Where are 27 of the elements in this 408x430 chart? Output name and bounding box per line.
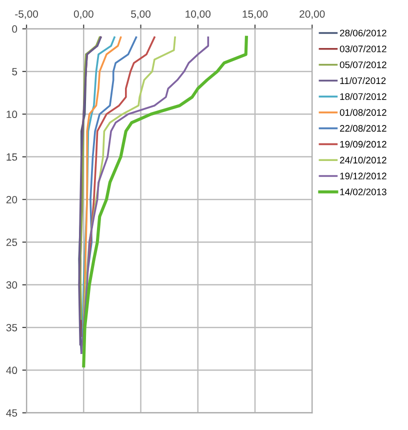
x-tick-label: 10,00 (186, 10, 211, 19)
y-tick-label: 45 (6, 409, 18, 417)
legend-label: 28/06/2012 (340, 29, 386, 36)
legend-label: 18/07/2012 (340, 93, 386, 100)
y-tick-label: 40 (6, 366, 18, 374)
legend-label: 19/12/2012 (340, 172, 386, 180)
legend-label: 22/08/2012 (340, 124, 386, 132)
y-tick-label: 30 (6, 281, 18, 289)
legend-label: 01/08/2012 (340, 108, 386, 116)
y-tick-label: 0 (12, 25, 18, 33)
x-tick-label: 5,00 (131, 10, 150, 19)
legend-label: 03/07/2012 (340, 45, 386, 52)
legend-label: 11/07/2012 (340, 77, 386, 84)
y-tick-label: 35 (6, 324, 18, 332)
y-tick-label: 10 (6, 110, 18, 118)
y-tick-label: 5 (12, 68, 18, 76)
legend-label: 24/10/2012 (340, 156, 386, 164)
y-tick-label: 25 (6, 238, 18, 246)
x-tick-label: 20,00 (300, 10, 325, 19)
y-tick-label: 20 (6, 196, 18, 204)
y-tick-label: 15 (6, 153, 18, 161)
x-tick-label: 15,00 (242, 10, 268, 19)
legend-label: 19/09/2012 (340, 140, 386, 148)
x-tick-label: -5,00 (15, 10, 38, 19)
legend-label: 05/07/2012 (340, 61, 386, 68)
legend-label: 14/02/2013 (340, 188, 386, 196)
x-tick-label: 0,00 (74, 10, 94, 19)
